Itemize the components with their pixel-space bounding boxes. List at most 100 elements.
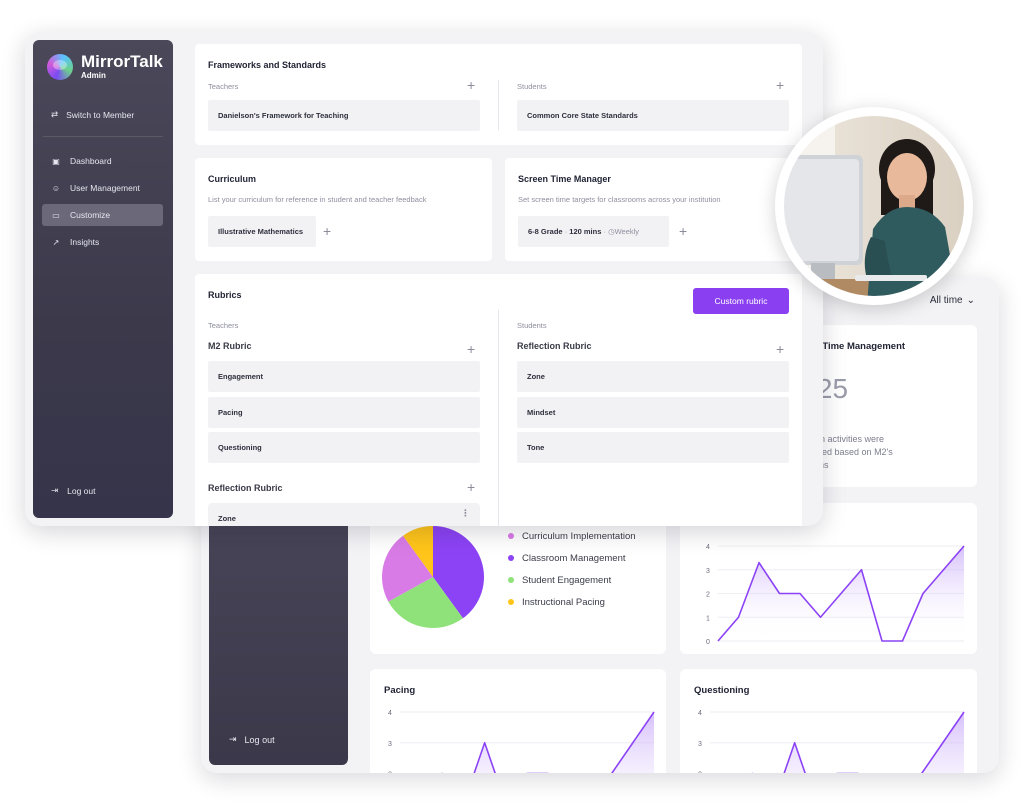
back-logout-button[interactable]: ⇥ Log out	[229, 734, 275, 745]
curriculum-title: Curriculum	[208, 174, 257, 184]
student-framework-item[interactable]: Common Core State Standards	[517, 100, 789, 131]
focus-pie-card: Curriculum Implementation Classroom Mana…	[370, 503, 666, 654]
pie-slice	[403, 526, 433, 577]
sidebar-item-customize[interactable]: ▭ Customize	[42, 204, 163, 226]
role-label: Admin	[81, 71, 106, 80]
add-screen-time-button[interactable]: +	[679, 223, 688, 239]
rubrics-title: Rubrics	[208, 290, 242, 300]
dashboard-icon: ▣	[52, 156, 60, 166]
legend-dot	[508, 577, 514, 583]
legend-item: Instructional Pacing	[508, 591, 636, 613]
curriculum-subtitle: List your curriculum for reference in st…	[208, 195, 427, 204]
student-rubric-item[interactable]: Mindset	[517, 397, 789, 428]
add-teacher-rubric2-item-button[interactable]: +	[467, 479, 476, 495]
add-student-framework-button[interactable]: +	[776, 77, 785, 93]
teacher-rubric2-item[interactable]: Zone ⋮	[208, 503, 480, 526]
teacher-photo-illustration	[778, 110, 970, 302]
line-chart-card-1: 0 1 2 3 4	[680, 503, 977, 654]
pacing-chart-title: Pacing	[384, 685, 416, 696]
logout-button[interactable]: ⇥ Log out	[51, 485, 96, 496]
rubrics-students-label: Students	[517, 321, 547, 330]
frameworks-students-label: Students	[517, 82, 547, 91]
sidebar-item-insights[interactable]: ↗ Insights	[52, 237, 100, 247]
add-teacher-rubric-item-button[interactable]: +	[467, 341, 476, 357]
legend-dot	[508, 555, 514, 561]
rubrics-divider	[498, 310, 499, 526]
more-vertical-icon[interactable]: ⋮	[461, 508, 470, 518]
y-tick-label: 1	[706, 615, 710, 622]
y-tick-label: 2	[706, 592, 710, 599]
screen-time-title: Screen Time Manager	[518, 174, 611, 184]
y-tick-label: 2	[698, 772, 702, 774]
frameworks-teachers-label: Teachers	[208, 82, 239, 91]
y-tick-label: 4	[706, 544, 710, 551]
y-tick-label: 0	[706, 639, 710, 646]
teacher-rubric2-name: Reflection Rubric	[208, 483, 283, 493]
y-tick-label: 3	[388, 741, 392, 748]
pie-legend: Curriculum Implementation Classroom Mana…	[508, 525, 636, 613]
legend-dot	[508, 599, 514, 605]
clock-icon: ◷	[608, 227, 615, 236]
mirrortalk-logo-icon	[47, 54, 73, 80]
brand-name: MirrorTalk	[81, 52, 163, 71]
logout-icon: ⇥	[51, 485, 59, 495]
questioning-line-chart: 2 3 4	[698, 710, 965, 774]
pie-chart	[382, 526, 484, 628]
pacing-chart-card: Pacing 2 3 4	[370, 669, 666, 773]
teacher-framework-item[interactable]: Danielson's Framework for Teaching	[208, 100, 480, 131]
screen-time-stat-title: Screen Time Management	[788, 341, 906, 352]
y-tick-label: 3	[706, 568, 710, 575]
curriculum-item[interactable]: Illustrative Mathematics	[208, 216, 316, 247]
legend-dot	[508, 533, 514, 539]
custom-rubric-button[interactable]: Custom rubric	[693, 288, 789, 314]
sidebar: MirrorTalk Admin ⇄ Switch to Member ▣ Da…	[33, 40, 173, 518]
questioning-chart-title: Questioning	[694, 685, 750, 696]
student-rubric-item[interactable]: Zone	[517, 361, 789, 392]
teacher-rubric-item[interactable]: Pacing	[208, 397, 480, 428]
pie-slice	[433, 526, 484, 619]
screen-time-item[interactable]: 6-8 Grade · 120 mins · ◷ Weekly	[518, 216, 669, 247]
pie-slice	[388, 577, 463, 628]
logout-icon: ⇥	[229, 734, 237, 744]
frameworks-card: Frameworks and Standards Teachers + Dani…	[195, 44, 802, 145]
teacher-rubric-item[interactable]: Questioning	[208, 432, 480, 463]
rubrics-teachers-label: Teachers	[208, 321, 239, 330]
sidebar-divider	[43, 136, 163, 137]
add-teacher-framework-button[interactable]: +	[467, 77, 476, 93]
switch-to-member-button[interactable]: ⇄ Switch to Member	[51, 109, 135, 120]
frameworks-title: Frameworks and Standards	[208, 60, 327, 70]
legend-item: Classroom Management	[508, 547, 636, 569]
y-tick-label: 2	[388, 772, 392, 774]
line-chart: 0 1 2 3 4	[706, 544, 965, 646]
customize-icon: ▭	[52, 210, 60, 220]
add-curriculum-button[interactable]: +	[323, 223, 332, 239]
student-rubric-item[interactable]: Tone	[517, 432, 789, 463]
swap-arrows-icon: ⇄	[51, 109, 59, 119]
pacing-line-chart: 2 3 4	[388, 710, 655, 774]
teacher-photo	[775, 107, 973, 305]
teacher-rubric-name: M2 Rubric	[208, 341, 252, 351]
screen-time-subtitle: Set screen time targets for classrooms a…	[518, 195, 721, 204]
trend-icon: ↗	[52, 237, 60, 247]
legend-item: Student Engagement	[508, 569, 636, 591]
sidebar-nav: ▣ Dashboard ☺ User Management ▭ Customiz…	[42, 150, 163, 258]
chevron-down-icon: ⌄	[966, 295, 975, 306]
time-filter-dropdown[interactable]: All time ⌄	[929, 295, 975, 306]
screen-time-card: Screen Time Manager Set screen time targ…	[505, 158, 802, 261]
y-tick-label: 3	[698, 741, 702, 748]
pie-slice	[382, 535, 433, 602]
questioning-chart-card: Questioning 2 3 4	[680, 669, 977, 773]
admin-window: MirrorTalk Admin ⇄ Switch to Member ▣ Da…	[25, 32, 823, 526]
sidebar-item-dashboard[interactable]: ▣ Dashboard	[52, 156, 112, 166]
sidebar-item-user-management[interactable]: ☺ User Management	[51, 183, 140, 193]
rubrics-card: Rubrics Custom rubric Teachers M2 Rubric…	[195, 274, 802, 526]
y-tick-label: 4	[388, 710, 392, 717]
add-student-rubric-item-button[interactable]: +	[776, 341, 785, 357]
curriculum-card: Curriculum List your curriculum for refe…	[195, 158, 492, 261]
y-tick-label: 4	[698, 710, 702, 717]
student-rubric-name: Reflection Rubric	[517, 341, 592, 351]
users-icon: ☺	[51, 183, 61, 193]
teacher-rubric-item[interactable]: Engagement	[208, 361, 480, 392]
series-line	[717, 545, 965, 642]
frameworks-divider	[498, 80, 499, 130]
